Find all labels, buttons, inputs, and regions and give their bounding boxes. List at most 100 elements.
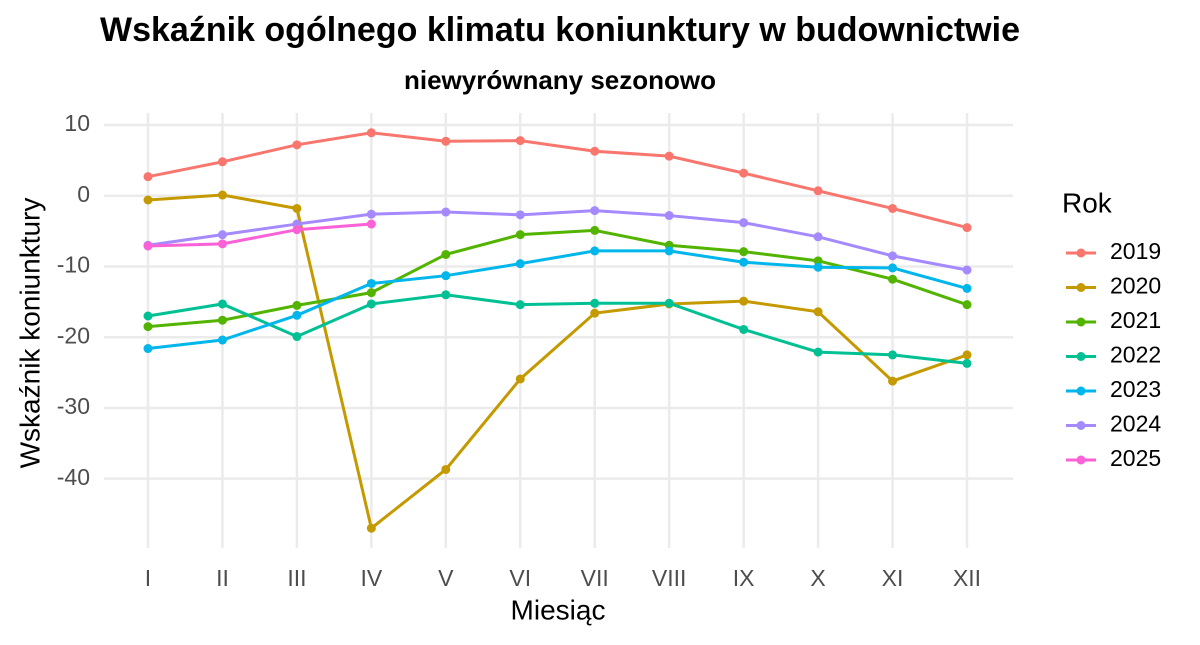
data-point (217, 230, 227, 240)
data-point (217, 335, 227, 345)
x-axis-label: Miesiąc (511, 594, 606, 625)
data-point (366, 523, 376, 533)
data-point (664, 246, 674, 256)
data-point (143, 172, 153, 182)
data-point (962, 223, 972, 233)
data-point (813, 307, 823, 317)
data-point (292, 310, 302, 320)
legend-swatch (1076, 455, 1086, 465)
legend-label: 2020 (1110, 273, 1161, 299)
data-point (441, 207, 451, 217)
x-tick-label: XI (882, 565, 904, 591)
data-point (143, 195, 153, 205)
x-tick-label: II (216, 565, 229, 591)
series-line (147, 249, 968, 351)
data-point (739, 218, 749, 228)
series-line (147, 193, 968, 531)
data-point (441, 271, 451, 281)
data-point (217, 299, 227, 309)
legend-label: 2024 (1110, 411, 1161, 437)
plot (143, 128, 972, 533)
data-point (888, 263, 898, 273)
data-point (813, 256, 823, 266)
data-point (590, 298, 600, 308)
data-point (366, 209, 376, 219)
y-tick-label: -10 (57, 252, 90, 278)
data-point (143, 344, 153, 354)
legend-label: 2019 (1110, 238, 1161, 264)
data-point (888, 350, 898, 360)
data-point (515, 374, 525, 384)
legend-swatch (1076, 386, 1086, 396)
data-point (515, 230, 525, 240)
y-axis-label: Wskaźnik koniunktury (14, 198, 45, 469)
data-point (292, 300, 302, 310)
y-tick-label: -40 (57, 464, 90, 490)
legend-label: 2025 (1110, 445, 1161, 471)
data-point (441, 464, 451, 474)
data-point (888, 376, 898, 386)
data-point (664, 298, 674, 308)
data-point (292, 225, 302, 235)
y-tick-label: -30 (57, 393, 90, 419)
x-tick-label: IX (733, 565, 755, 591)
x-tick-label: XII (953, 565, 981, 591)
legend-swatch (1076, 352, 1086, 361)
data-point (143, 322, 153, 332)
data-point (366, 128, 376, 138)
data-point (590, 308, 600, 318)
legend-title: Rok (1062, 187, 1113, 218)
data-point (515, 136, 525, 146)
legend-swatch (1076, 248, 1086, 258)
data-point (962, 350, 972, 360)
y-tick-label: 10 (64, 110, 90, 136)
data-point (590, 146, 600, 156)
x-tick-label: VII (581, 565, 609, 591)
data-point (366, 278, 376, 288)
data-point (962, 265, 972, 275)
legend-label: 2022 (1110, 342, 1161, 368)
data-point (962, 300, 972, 310)
data-point (441, 290, 451, 300)
x-tick-label: V (438, 565, 454, 591)
data-point (590, 225, 600, 235)
data-point (664, 211, 674, 221)
data-point (813, 347, 823, 357)
series-line (147, 209, 968, 272)
data-point (143, 311, 153, 321)
data-point (739, 168, 749, 178)
legend-label: 2023 (1110, 376, 1161, 402)
data-point (813, 232, 823, 242)
data-point (888, 274, 898, 284)
data-point (441, 249, 451, 259)
data-point (888, 251, 898, 261)
series-line (147, 222, 372, 248)
legend-label: 2021 (1110, 307, 1161, 333)
data-point (739, 257, 749, 267)
legend-swatch (1076, 421, 1086, 430)
data-point (962, 283, 972, 293)
legend: 2019 2020 2021 2022 2023 2024 2025 (1066, 238, 1161, 471)
data-point (590, 206, 600, 216)
legend-swatch (1076, 283, 1086, 292)
x-tick-label: III (287, 565, 306, 591)
data-point (217, 315, 227, 325)
data-point (664, 151, 674, 161)
data-point (143, 241, 153, 251)
data-point (515, 259, 525, 269)
x-tick-label: I (145, 565, 151, 591)
data-point (441, 136, 451, 146)
data-point (962, 358, 972, 368)
data-point (813, 186, 823, 196)
data-point (813, 262, 823, 272)
data-point (515, 210, 525, 220)
legend-swatch (1076, 317, 1086, 327)
series-line (147, 228, 968, 329)
series-line (147, 131, 968, 230)
data-point (590, 246, 600, 256)
data-point (366, 219, 376, 229)
data-point (515, 300, 525, 310)
data-point (739, 324, 749, 334)
x-tick-label: X (810, 565, 825, 591)
